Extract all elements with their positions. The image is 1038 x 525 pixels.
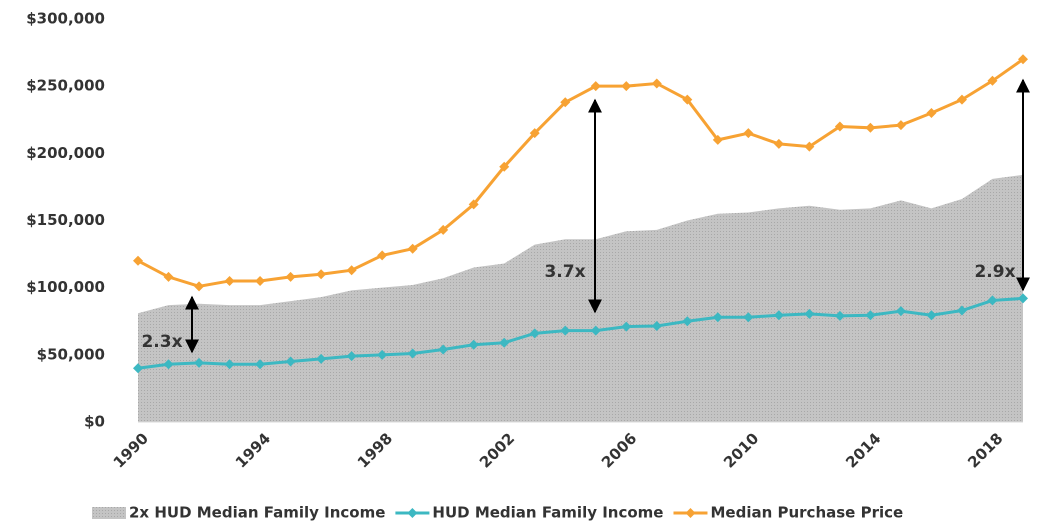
marker bbox=[224, 359, 235, 370]
marker bbox=[590, 81, 601, 92]
x-tick-label: 2006 bbox=[598, 429, 640, 471]
marker bbox=[560, 325, 571, 336]
marker bbox=[133, 255, 143, 266]
marker bbox=[926, 108, 937, 119]
marker bbox=[1018, 54, 1028, 65]
marker bbox=[468, 339, 479, 350]
marker bbox=[438, 344, 449, 355]
marker bbox=[285, 356, 296, 367]
legend-swatch bbox=[685, 508, 696, 518]
annotation: 2.9x bbox=[974, 262, 1015, 282]
marker bbox=[895, 120, 906, 131]
marker bbox=[773, 310, 784, 321]
legend-label: 2x HUD Median Family Income bbox=[129, 504, 385, 522]
marker bbox=[468, 199, 479, 210]
marker bbox=[255, 359, 266, 370]
marker bbox=[621, 81, 632, 92]
legend-label: Median Purchase Price bbox=[710, 504, 903, 522]
marker bbox=[987, 295, 998, 306]
marker bbox=[682, 316, 693, 327]
y-tick-label: $250,000 bbox=[26, 77, 105, 95]
marker bbox=[804, 141, 815, 152]
marker bbox=[712, 134, 723, 145]
marker bbox=[316, 353, 327, 364]
x-tick-label: 2018 bbox=[964, 429, 1006, 471]
marker bbox=[712, 312, 723, 323]
marker bbox=[407, 243, 418, 254]
x-tick-label: 1990 bbox=[110, 429, 152, 471]
marker bbox=[529, 328, 540, 339]
legend-item: Median Purchase Price bbox=[673, 504, 903, 522]
marker bbox=[224, 275, 235, 286]
x-tick-label: 1994 bbox=[232, 429, 274, 471]
marker bbox=[895, 306, 906, 317]
line bbox=[137, 58, 1024, 288]
marker bbox=[682, 94, 693, 105]
x-tick-label: 2010 bbox=[720, 429, 762, 471]
y-tick-label: $300,000 bbox=[26, 10, 105, 28]
line bbox=[137, 296, 1024, 370]
marker bbox=[1018, 293, 1028, 304]
marker bbox=[804, 308, 815, 319]
marker bbox=[621, 321, 632, 332]
marker bbox=[194, 281, 205, 292]
y-tick-label: $0 bbox=[84, 413, 105, 431]
y-tick-label: $200,000 bbox=[26, 144, 105, 162]
marker bbox=[346, 351, 357, 362]
area bbox=[138, 174, 1023, 422]
marker bbox=[316, 269, 327, 280]
legend-label: HUD Median Family Income bbox=[432, 504, 663, 522]
marker bbox=[255, 275, 266, 286]
legend-swatch bbox=[92, 507, 126, 519]
marker bbox=[133, 363, 143, 374]
y-tick-label: $100,000 bbox=[26, 278, 105, 296]
y-tick-label: $150,000 bbox=[26, 211, 105, 229]
marker bbox=[163, 271, 174, 282]
marker bbox=[956, 94, 967, 105]
marker bbox=[926, 310, 937, 321]
marker bbox=[865, 310, 876, 321]
marker bbox=[590, 325, 601, 336]
marker bbox=[834, 121, 845, 132]
marker bbox=[560, 97, 571, 108]
legend-swatch bbox=[407, 508, 418, 518]
marker bbox=[194, 357, 205, 368]
marker bbox=[834, 310, 845, 321]
annotation: 2.3x bbox=[141, 332, 182, 352]
marker bbox=[651, 320, 662, 331]
marker bbox=[987, 75, 998, 86]
marker bbox=[438, 224, 449, 235]
x-tick-label: 2002 bbox=[476, 429, 518, 471]
marker bbox=[956, 305, 967, 316]
legend-item: 2x HUD Median Family Income bbox=[92, 504, 385, 522]
y-tick-label: $50,000 bbox=[37, 345, 105, 363]
x-tick-label: 1998 bbox=[354, 429, 396, 471]
marker bbox=[499, 161, 510, 172]
x-tick-label: 2014 bbox=[842, 429, 884, 471]
marker bbox=[743, 128, 754, 139]
marker bbox=[377, 349, 388, 360]
annotation: 3.7x bbox=[544, 262, 585, 282]
marker bbox=[285, 271, 296, 282]
marker bbox=[743, 312, 754, 323]
marker bbox=[865, 122, 876, 133]
marker bbox=[773, 138, 784, 149]
marker bbox=[651, 78, 662, 89]
marker bbox=[163, 359, 174, 370]
marker bbox=[499, 337, 510, 348]
marker bbox=[407, 348, 418, 359]
marker bbox=[346, 265, 357, 276]
legend-item: HUD Median Family Income bbox=[395, 504, 663, 522]
marker bbox=[377, 250, 388, 261]
marker bbox=[529, 128, 540, 139]
